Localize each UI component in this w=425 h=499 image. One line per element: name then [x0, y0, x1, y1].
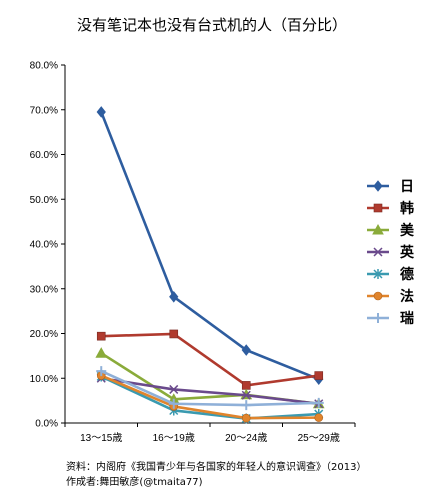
x-tick-label: 16～19歳	[153, 432, 195, 444]
x-tick-label: 13～15歳	[80, 432, 122, 444]
legend-item: 美	[367, 222, 415, 239]
series-line	[100, 111, 320, 381]
y-tick-label: 50.0%	[30, 195, 58, 206]
series-7	[96, 366, 324, 411]
legend-label: 美	[400, 222, 415, 239]
data-point	[169, 291, 179, 303]
x-tick-label: 25～29歳	[298, 432, 340, 444]
data-point	[95, 347, 108, 358]
y-tick-label: 70.0%	[30, 105, 58, 116]
series-line	[100, 369, 319, 407]
legend-item: 法	[367, 288, 414, 305]
legend-label: 日	[400, 179, 414, 195]
data-point	[241, 413, 251, 423]
series-2	[96, 329, 324, 390]
data-point	[168, 398, 179, 409]
data-point	[96, 106, 106, 118]
legend-item: 英	[367, 244, 415, 261]
data-point	[96, 366, 107, 377]
series-1	[96, 106, 324, 385]
x-tick-label: 20～24歳	[225, 432, 267, 444]
y-tick-label: 30.0%	[30, 284, 58, 295]
y-tick-label: 0.0%	[35, 419, 58, 430]
legend-swatch-marker	[373, 269, 383, 279]
author-note: 作成者:舞田敏彦(@tmaita77)	[66, 475, 203, 488]
legend-label: 英	[399, 244, 415, 261]
series-layer	[95, 106, 325, 424]
data-point	[313, 397, 324, 408]
legend-label: 德	[400, 266, 414, 283]
source-note: 资料：内阁府《我国青少年与各国家的年轻人的意识调查》（2013）	[66, 460, 366, 473]
legend-swatch-marker	[373, 313, 383, 323]
series-3	[95, 347, 325, 409]
chart-title: 没有笔记本也没有台式机的人（百分比）	[77, 16, 347, 34]
data-point	[241, 390, 251, 400]
legend-item: 德	[367, 266, 414, 283]
series-line	[100, 374, 319, 420]
y-tick-label: 20.0%	[30, 329, 58, 340]
data-point	[241, 344, 251, 356]
axes: 0.0% 10.0% 20.0% 30.0% 40.0% 50.0% 60.0% 70.0% 8…	[30, 61, 356, 444]
legend-item: 瑞	[367, 310, 414, 327]
y-tick-label: 40.0%	[30, 240, 58, 251]
data-point	[96, 331, 106, 341]
y-tick-label: 80.0%	[30, 61, 58, 72]
y-tick-label: 60.0%	[30, 150, 58, 161]
data-point	[241, 381, 251, 390]
data-point	[314, 371, 324, 380]
data-point	[241, 400, 252, 411]
series-line	[101, 376, 319, 406]
legend-swatch-marker	[373, 247, 383, 257]
legend-label: 法	[400, 288, 414, 305]
legend-label: 韩	[400, 200, 414, 217]
legend-item: 韩	[367, 200, 414, 217]
data-point	[169, 384, 179, 394]
y-tick-label: 10.0%	[30, 374, 58, 385]
legend-item: 日	[367, 179, 414, 195]
legend-swatch-marker	[373, 203, 383, 213]
legend-label: 瑞	[400, 310, 414, 327]
data-point	[314, 413, 324, 422]
data-point	[169, 329, 179, 339]
legend-swatch-marker	[373, 180, 383, 192]
legend-swatch-marker	[372, 223, 384, 235]
series-line	[101, 332, 319, 387]
legend-swatch-marker	[373, 291, 383, 301]
series-line	[100, 375, 319, 420]
